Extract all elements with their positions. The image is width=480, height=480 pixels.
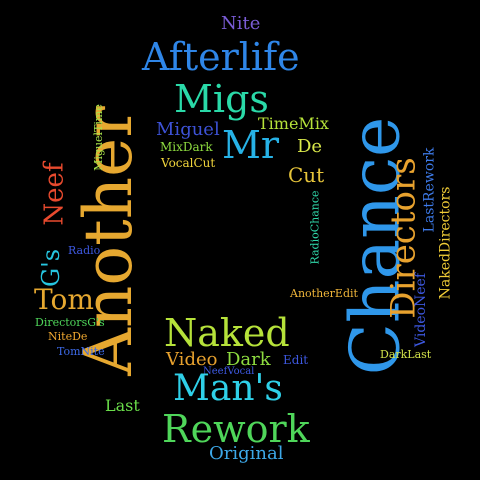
- word-rework: Rework: [162, 407, 310, 451]
- word-neefvocal: NeefVocal: [203, 366, 255, 377]
- word-nitede: NiteDe: [48, 330, 88, 343]
- word-videoneef: VideoNeef: [413, 272, 430, 348]
- word-dark: Dark: [226, 349, 271, 370]
- word-gs: G's: [37, 248, 66, 288]
- word-neef: Neef: [39, 162, 70, 226]
- word-nite: Nite: [221, 13, 261, 34]
- word-nakeddirectors: NakedDirectors: [437, 186, 454, 300]
- word-vocalcut: VocalCut: [161, 156, 216, 170]
- word-timemix: TimeMix: [258, 114, 329, 133]
- word-last: Last: [105, 396, 140, 415]
- word-de: De: [297, 136, 323, 157]
- word-radiochance: RadioChance: [308, 190, 322, 265]
- word-cut: Cut: [288, 163, 325, 187]
- word-mr: Mr: [222, 123, 280, 167]
- word-migueltime: MiguelTime: [91, 104, 105, 171]
- word-radio: Radio: [68, 244, 101, 257]
- word-edit: Edit: [283, 353, 309, 367]
- word-original: Original: [209, 443, 284, 464]
- word-migs: Migs: [174, 77, 269, 121]
- word-naked: Naked: [164, 311, 290, 355]
- word-video: Video: [166, 349, 218, 370]
- word-miguel: Miguel: [156, 119, 220, 140]
- word-tom: Tom: [34, 283, 94, 316]
- word-darklast: DarkLast: [380, 348, 432, 361]
- word-mans: Man's: [173, 368, 283, 409]
- word-lastrework: LastRework: [421, 147, 438, 233]
- word-afterlife: Afterlife: [142, 35, 300, 79]
- word-mixdark: MixDark: [160, 140, 213, 154]
- word-anotheredit: AnotherEdit: [290, 287, 358, 300]
- word-tomnite: TomNite: [57, 345, 105, 358]
- word-directorsgs: DirectorsG's: [35, 316, 105, 329]
